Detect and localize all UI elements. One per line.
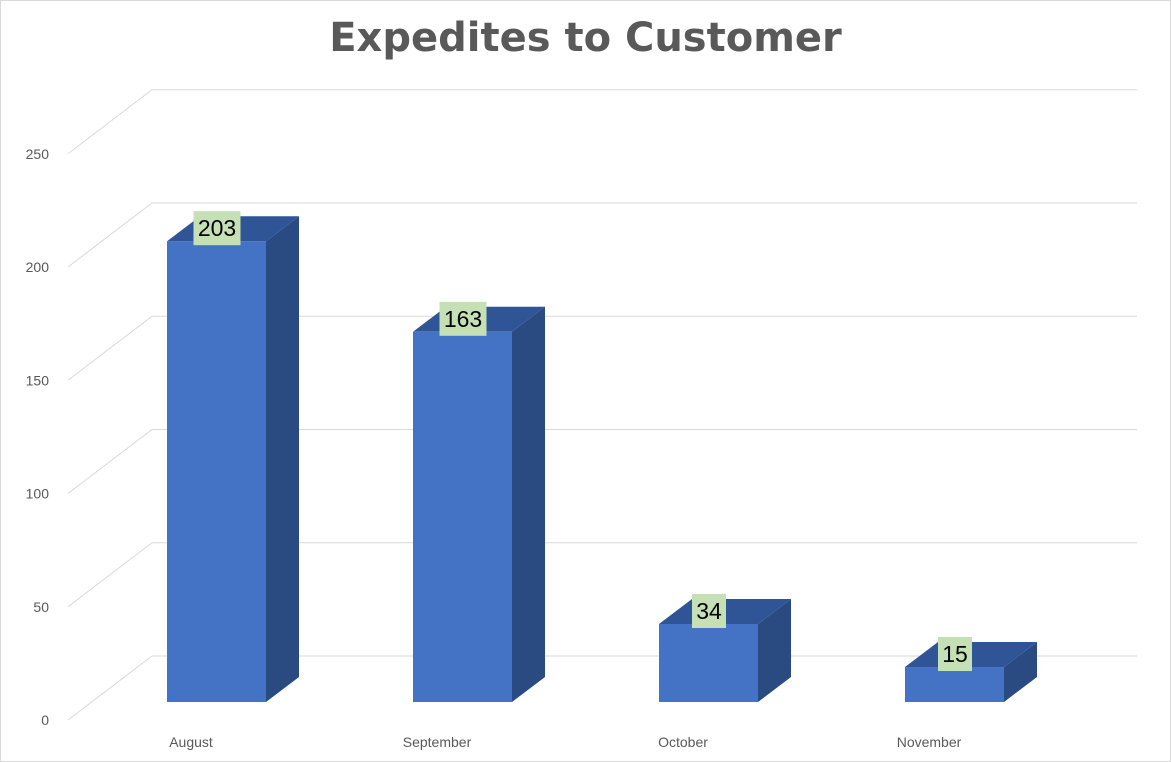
x-tick-label: August xyxy=(169,734,213,750)
data-label: 34 xyxy=(696,598,722,624)
gridline-depth xyxy=(67,315,153,381)
bar-side xyxy=(512,306,545,702)
gridline-depth xyxy=(67,202,153,268)
y-tick-label: 200 xyxy=(26,259,50,275)
y-tick-label: 250 xyxy=(26,146,50,162)
y-tick-label: 50 xyxy=(33,599,49,615)
gridline-depth xyxy=(67,542,153,608)
x-tick-label: November xyxy=(897,734,962,750)
bar-august: 203 xyxy=(167,211,299,702)
gridlines xyxy=(67,89,1137,721)
bar-october: 34 xyxy=(659,593,791,702)
data-label: 163 xyxy=(444,306,482,332)
bar-front xyxy=(905,667,1004,702)
bar-november: 15 xyxy=(905,637,1037,702)
gridline-depth xyxy=(67,655,153,721)
bar-side xyxy=(758,598,791,702)
data-label: 15 xyxy=(942,641,968,667)
bar-side xyxy=(266,216,299,702)
y-tick-label: 100 xyxy=(26,486,50,502)
gridline-depth xyxy=(67,429,153,494)
y-axis: 0 50 100 150 200 250 xyxy=(26,146,50,728)
data-label: 203 xyxy=(198,215,236,241)
data-label-bg xyxy=(692,593,726,628)
x-tick-label: September xyxy=(403,734,472,750)
bars: 203 163 34 15 xyxy=(167,211,1037,702)
chart-title: Expedites to Customer xyxy=(329,15,842,61)
data-label-bg xyxy=(938,637,972,672)
x-axis: August September October November xyxy=(169,734,961,750)
bar-september: 163 xyxy=(413,301,545,702)
bar-front xyxy=(167,241,266,702)
bar-side xyxy=(1004,642,1037,702)
gridline-depth xyxy=(67,89,153,155)
data-label-bg xyxy=(439,301,487,336)
data-label-bg xyxy=(193,211,241,246)
x-tick-label: October xyxy=(658,734,708,750)
y-tick-label: 150 xyxy=(26,372,50,388)
y-tick-label: 0 xyxy=(41,712,49,728)
bar-front xyxy=(659,623,758,702)
bar-front xyxy=(413,331,512,702)
